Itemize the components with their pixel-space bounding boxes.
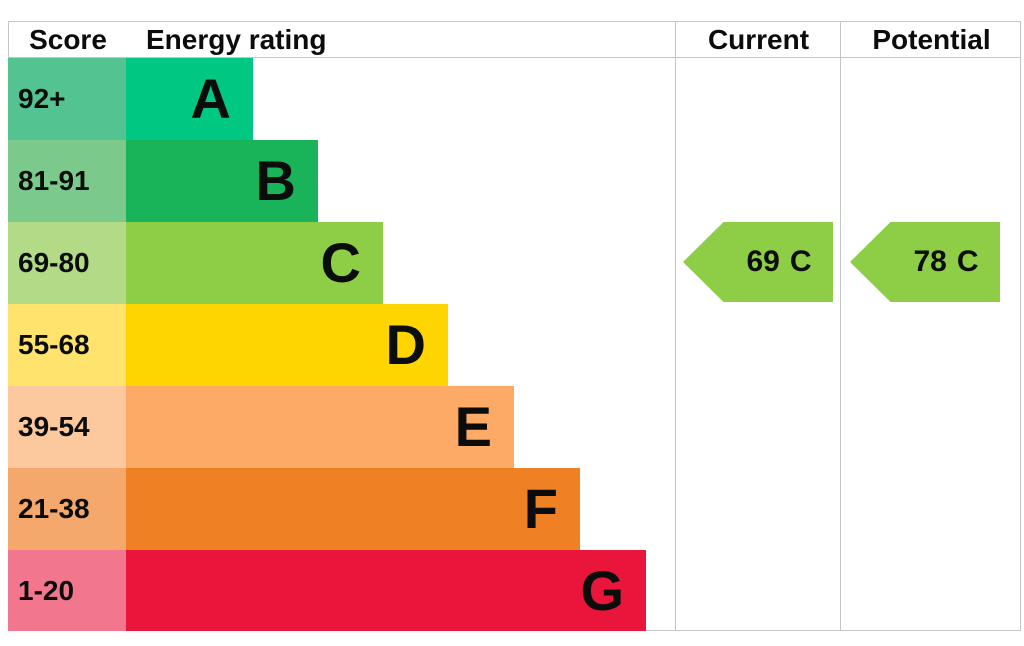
- band-letter-d: D: [385, 313, 426, 376]
- band-row-c: 69-80 C: [8, 222, 1020, 304]
- score-range-g: 1-20: [8, 550, 126, 631]
- score-range-b: 81-91: [8, 140, 126, 222]
- current-rating-value: 69: [746, 245, 780, 278]
- score-range-label: 55-68: [18, 329, 90, 360]
- table-header-row: Score Energy rating Current Potential: [8, 21, 1020, 58]
- rating-bar-a: A: [126, 58, 253, 140]
- band-letter-g: G: [580, 558, 624, 622]
- header-energy-rating: Energy rating: [146, 24, 327, 55]
- score-range-f: 21-38: [8, 468, 126, 550]
- score-range-c: 69-80: [8, 222, 126, 304]
- band-row-a: 92+ A: [8, 58, 1020, 140]
- score-range-label: 81-91: [18, 165, 90, 196]
- current-rating-band: C: [789, 245, 812, 278]
- epc-table: Score Energy rating Current Potential 92…: [8, 21, 1021, 631]
- band-row-b: 81-91 B: [8, 140, 1020, 222]
- score-range-a: 92+: [8, 58, 126, 140]
- score-range-label: 92+: [18, 83, 66, 114]
- band-letter-b: B: [255, 149, 296, 212]
- score-range-label: 1-20: [18, 574, 75, 606]
- band-letter-c: C: [320, 231, 361, 294]
- rating-bar-b: B: [126, 140, 318, 222]
- score-range-label: 21-38: [18, 493, 90, 524]
- score-range-label: 39-54: [18, 411, 90, 442]
- rating-bar-e: E: [126, 386, 514, 468]
- band-letter-a: A: [190, 67, 231, 130]
- score-range-d: 55-68: [8, 304, 126, 386]
- rating-bar-c: C: [126, 222, 383, 304]
- band-letter-e: E: [454, 395, 492, 458]
- rating-bar-g: G: [126, 550, 646, 631]
- header-score: Score: [29, 24, 107, 55]
- rating-bar-d: D: [126, 304, 448, 386]
- divider-potential-column: [840, 21, 841, 630]
- band-row-e: 39-54 E: [8, 386, 1020, 468]
- band-row-f: 21-38 F: [8, 468, 1020, 550]
- score-range-label: 69-80: [18, 247, 90, 278]
- header-potential: Potential: [872, 24, 991, 55]
- band-letter-f: F: [523, 477, 558, 540]
- band-row-g: 1-20 G: [8, 550, 1020, 631]
- potential-rating-value: 78: [913, 245, 947, 278]
- band-row-d: 55-68 D: [8, 304, 1020, 386]
- divider-current-column: [675, 21, 676, 630]
- potential-rating-band: C: [956, 245, 979, 278]
- header-current: Current: [707, 24, 810, 55]
- rating-bar-f: F: [126, 468, 580, 550]
- score-range-e: 39-54: [8, 386, 126, 468]
